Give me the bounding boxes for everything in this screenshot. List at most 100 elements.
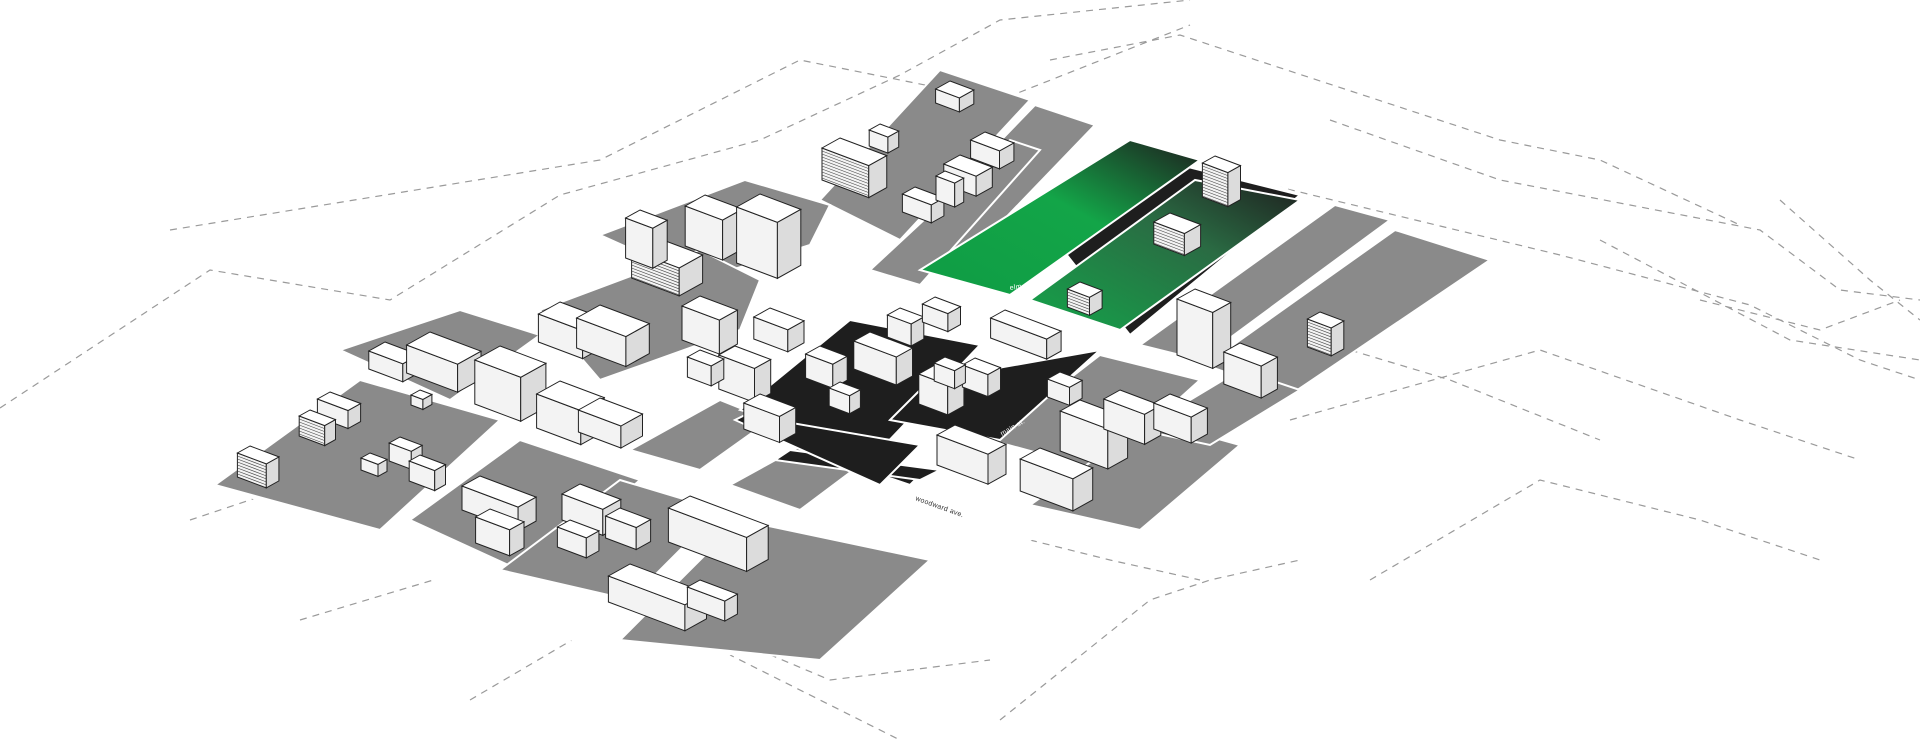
building-hatch-line xyxy=(1307,345,1332,356)
building-face xyxy=(236,445,281,465)
building-face xyxy=(942,154,994,177)
building xyxy=(735,193,802,280)
building-hatch-line xyxy=(631,270,680,290)
building-hatch-line xyxy=(237,464,267,477)
building-face xyxy=(1066,281,1104,298)
building xyxy=(1175,288,1232,370)
building-face xyxy=(680,295,739,321)
building-face xyxy=(359,452,389,465)
building-face xyxy=(473,345,548,378)
building xyxy=(886,307,925,347)
building-face xyxy=(686,349,725,367)
building-hatch-line xyxy=(1202,165,1229,176)
building-hatch-line xyxy=(1067,291,1090,301)
building-hatch-line xyxy=(299,418,325,429)
building-hatch-line xyxy=(1202,195,1229,206)
building-hatch-line xyxy=(1202,171,1229,182)
building xyxy=(1152,393,1209,444)
building-face xyxy=(735,193,802,223)
building-hatch-line xyxy=(1307,330,1332,341)
building xyxy=(1019,447,1094,512)
building xyxy=(989,309,1063,360)
building-face xyxy=(828,381,862,397)
building-face xyxy=(934,170,965,184)
building-face xyxy=(886,307,925,325)
building-face xyxy=(575,304,651,338)
building-face xyxy=(577,397,644,427)
building xyxy=(868,123,900,154)
building-hatch-line xyxy=(631,267,680,287)
building-face xyxy=(820,137,888,167)
building xyxy=(935,424,1008,486)
building-face xyxy=(852,331,914,358)
building xyxy=(686,579,739,622)
building xyxy=(474,508,526,557)
building-hatch-line xyxy=(237,470,267,483)
building-hatch-line xyxy=(821,150,869,169)
building-face xyxy=(933,356,967,372)
building-face xyxy=(316,391,362,412)
building-hatch-line xyxy=(1202,192,1229,203)
building xyxy=(298,409,337,447)
building-face xyxy=(1046,371,1084,388)
building-face xyxy=(804,345,849,365)
building-face xyxy=(752,307,806,331)
building-hatch-line xyxy=(1202,174,1229,185)
building xyxy=(934,80,975,113)
building-face xyxy=(989,309,1063,340)
building-face xyxy=(388,436,424,452)
building-hatch-line xyxy=(631,264,680,284)
building xyxy=(969,131,1016,170)
building-face xyxy=(934,80,975,99)
building-face xyxy=(1152,212,1202,235)
building xyxy=(556,519,601,559)
building-hatch-line xyxy=(821,162,869,181)
building-hatch-line xyxy=(1067,303,1090,313)
building xyxy=(316,391,362,430)
building-hatch-line xyxy=(299,424,325,435)
building-face xyxy=(1019,447,1094,480)
building-face xyxy=(717,345,772,369)
building-hatch-line xyxy=(1153,224,1185,237)
building xyxy=(752,307,806,353)
building-hatch-line xyxy=(237,461,267,474)
building xyxy=(686,349,725,387)
building-hatch-line xyxy=(299,433,325,444)
building-hatch-line xyxy=(821,156,869,175)
building-hatch-line xyxy=(299,430,325,441)
building xyxy=(901,186,946,224)
building-hatch-line xyxy=(299,421,325,432)
building xyxy=(828,381,862,415)
building-face xyxy=(969,131,1016,152)
building-face xyxy=(405,331,483,365)
building-face xyxy=(560,483,622,510)
building-hatch-line xyxy=(237,467,267,480)
building-hatch-line xyxy=(821,153,869,172)
building xyxy=(1102,389,1162,446)
building xyxy=(1306,311,1345,357)
building-face xyxy=(1152,393,1209,418)
building-face xyxy=(604,507,652,529)
building-hatch-line xyxy=(1067,294,1090,304)
building xyxy=(680,295,739,355)
building xyxy=(236,445,281,489)
building-hatch-line xyxy=(1307,342,1332,353)
building-hatch-line xyxy=(821,171,869,190)
building xyxy=(1201,155,1242,208)
building-hatch-line xyxy=(1202,168,1229,179)
building-face xyxy=(1222,342,1279,367)
building-face xyxy=(624,209,669,229)
building-hatch-line xyxy=(1153,230,1185,243)
building-hatch-line xyxy=(1307,321,1332,332)
building-hatch-line xyxy=(1153,227,1185,240)
building-face xyxy=(935,424,1008,455)
building xyxy=(852,331,914,386)
building xyxy=(408,454,447,492)
building xyxy=(575,304,651,368)
building-face xyxy=(742,393,797,417)
building-hatch-line xyxy=(1067,297,1090,307)
building-hatch-line xyxy=(1202,180,1229,191)
building xyxy=(604,507,652,551)
building-hatch-line xyxy=(1153,239,1185,252)
